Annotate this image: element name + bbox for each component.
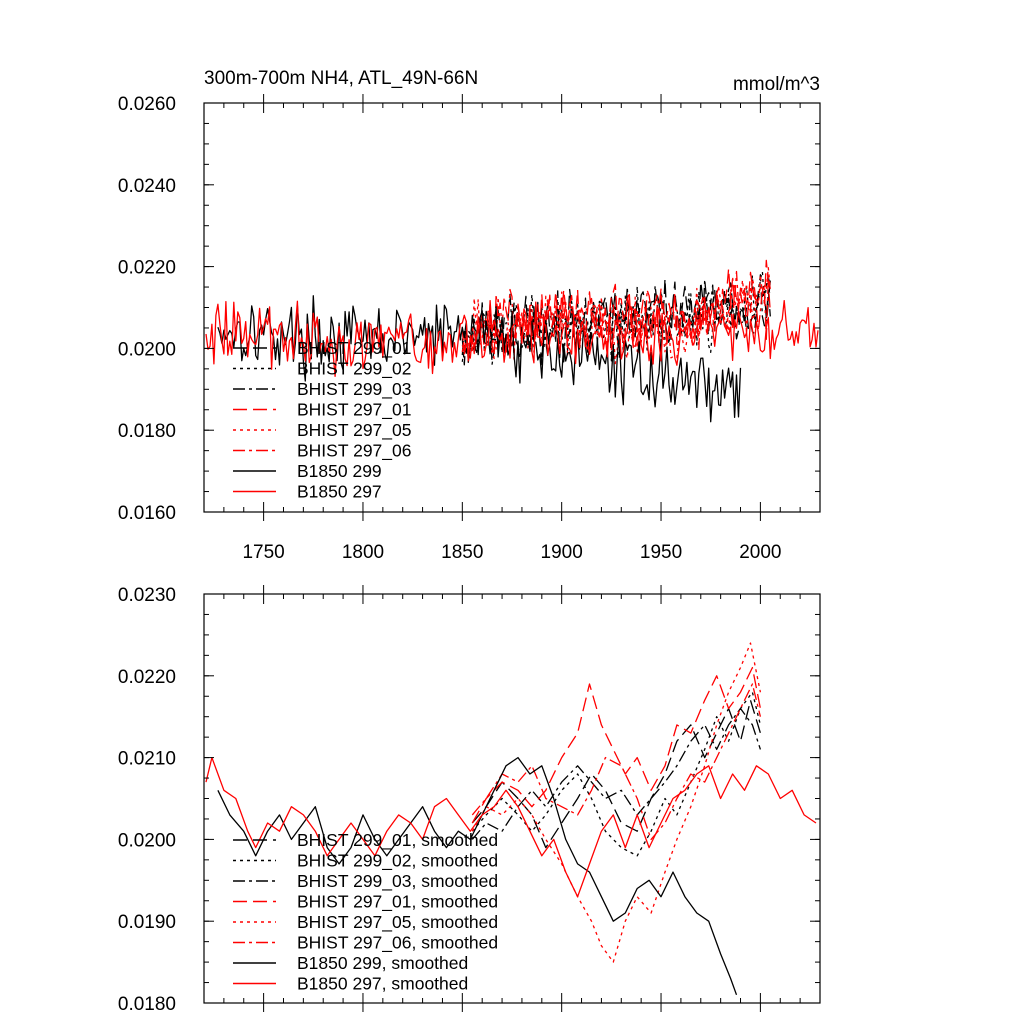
legend-label: B1850 299, smoothed: [297, 953, 468, 973]
legend-label: BHIST 297_05: [297, 420, 411, 441]
x-tick-label: 1900: [541, 542, 583, 563]
legend-label: B1850 297: [297, 482, 382, 502]
series-line-bottom-4: [471, 642, 762, 963]
y-tick-label: 0.0180: [118, 994, 176, 1015]
y-tick-label: 0.0240: [118, 176, 176, 197]
y-tick-label: 0.0220: [118, 258, 176, 279]
series-line-top-5: [461, 270, 771, 360]
series-line-bottom-7: [205, 756, 817, 898]
x-tick-label: 1800: [342, 542, 384, 563]
y-tick-label: 0.0160: [118, 503, 176, 524]
series-line-bottom-5: [471, 683, 762, 841]
series-line-top-6: [217, 295, 742, 423]
y-tick-label: 0.0200: [118, 830, 176, 851]
legend-label: BHIST 299_03, smoothed: [297, 871, 498, 892]
legend-label: BHIST 299_02: [297, 359, 411, 380]
series-line-top-7: [205, 299, 819, 377]
top-data-layer: [205, 259, 819, 423]
x-tick-label: 2000: [739, 542, 781, 563]
units-label: mmol/m^3: [733, 74, 820, 95]
legend-label: BHIST 299_01, smoothed: [297, 830, 498, 851]
legend-label: BHIST 297_01: [297, 400, 411, 421]
top-panel: 300m-700m NH4, ATL_49N-66N mmol/m^3 0.01…: [118, 68, 821, 563]
bottom-panel: 0.0180 0.0190 0.0200 0.0210 0.0220 0.0230 BHI…: [118, 585, 821, 1015]
series-line-bottom-2: [471, 707, 762, 840]
x-tick-label: 1750: [242, 542, 284, 563]
legend-label: BHIST 297_01, smoothed: [297, 892, 498, 913]
chart-title: 300m-700m NH4, ATL_49N-66N: [204, 68, 478, 89]
series-line-bottom-3: [471, 666, 762, 824]
y-tick-label: 0.0230: [118, 585, 176, 606]
legend-label: B1850 299: [297, 461, 382, 481]
y-tick-label: 0.0200: [118, 339, 176, 360]
legend-label: BHIST 299_02, smoothed: [297, 851, 498, 872]
x-tick-label: 1950: [640, 542, 682, 563]
y-tick-label: 0.0260: [118, 94, 176, 115]
legend-label: BHIST 297_05, smoothed: [297, 912, 498, 933]
y-tick-label: 0.0180: [118, 421, 176, 442]
top-plot-frame: [203, 102, 821, 513]
legend-label: BHIST 299_01: [297, 338, 411, 359]
legend-label: BHIST 297_06, smoothed: [297, 933, 498, 954]
legend-label: BHIST 297_06: [297, 441, 411, 462]
bottom-data-layer: [205, 642, 817, 996]
series-line-top-1: [461, 271, 771, 362]
y-tick-label: 0.0190: [118, 912, 176, 933]
series-line-bottom-0: [471, 699, 762, 849]
x-tick-label: 1850: [441, 542, 483, 563]
y-tick-label: 0.0220: [118, 667, 176, 688]
bottom-plot-frame: [203, 593, 821, 1004]
y-tick-label: 0.0210: [118, 749, 176, 770]
top-ticks-layer: 0.0160 0.0180 0.0200 0.0220 0.0240 0.0260 1750…: [118, 94, 821, 563]
series-line-bottom-1: [471, 691, 762, 857]
bottom-ticks-layer: 0.0180 0.0190 0.0200 0.0210 0.0220 0.0230: [118, 585, 821, 1015]
legend-label: B1850 297, smoothed: [297, 974, 468, 994]
legend-label: BHIST 299_03: [297, 379, 411, 400]
